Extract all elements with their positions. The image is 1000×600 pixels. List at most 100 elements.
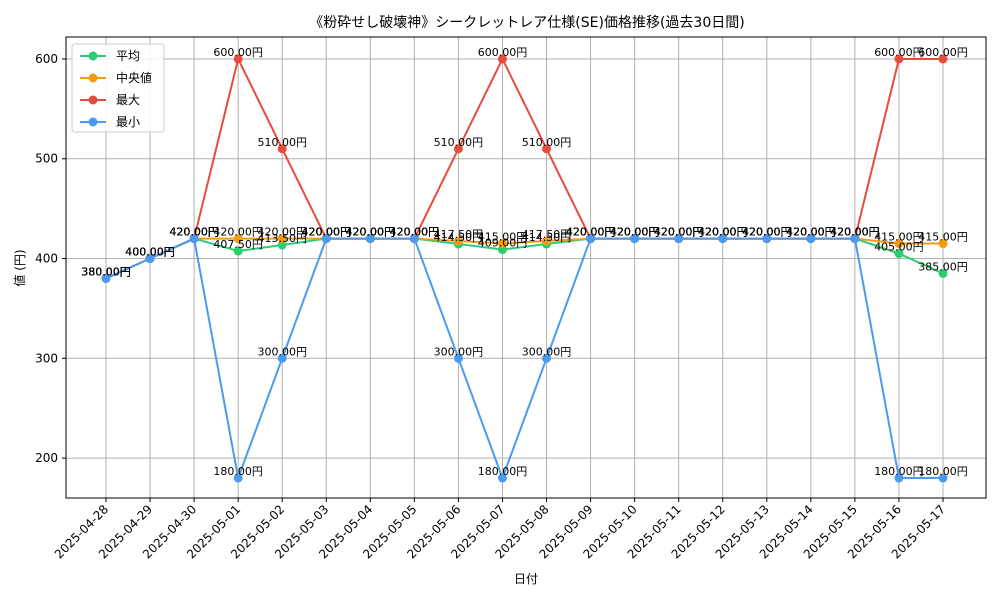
data-label: 420.00円 (390, 226, 440, 239)
data-label: 420.00円 (169, 226, 219, 239)
data-label: 300.00円 (434, 345, 484, 358)
data-label: 420.00円 (346, 226, 396, 239)
legend-marker (88, 117, 98, 127)
data-label: 420.00円 (698, 226, 748, 239)
data-label: 420.00円 (390, 226, 440, 239)
data-point-3 (762, 234, 772, 244)
data-label: 414.50円 (522, 231, 572, 244)
data-label: 180.00円 (874, 465, 924, 478)
data-point-0 (938, 268, 948, 278)
data-label: 420.00円 (830, 226, 880, 239)
data-label: 420.00円 (213, 226, 263, 239)
data-label: 415.00円 (874, 231, 924, 244)
data-label: 420.00円 (346, 226, 396, 239)
data-label: 420.00円 (566, 226, 616, 239)
data-point-1 (453, 236, 463, 246)
data-label: 380.00円 (81, 265, 131, 278)
data-label: 510.00円 (434, 136, 484, 149)
data-label: 600.00円 (478, 46, 528, 59)
data-label: 510.00円 (522, 136, 572, 149)
y-tick-label: 600 (35, 52, 58, 66)
data-point-1 (894, 239, 904, 249)
y-axis-label: 値 (円) (12, 249, 27, 286)
data-label: 417.50円 (522, 228, 572, 241)
data-label: 417.50円 (434, 228, 484, 241)
data-label: 420.00円 (830, 226, 880, 239)
data-label: 420.00円 (390, 226, 440, 239)
data-point-3 (365, 234, 375, 244)
x-axis-label: 日付 (514, 572, 538, 586)
data-label: 380.00円 (81, 265, 131, 278)
y-tick-label: 400 (35, 252, 58, 266)
data-point-0 (233, 246, 243, 256)
data-label: 180.00円 (918, 465, 968, 478)
data-label: 407.50円 (213, 238, 263, 251)
data-point-3 (409, 234, 419, 244)
y-tick-label: 500 (35, 152, 58, 166)
data-label: 415.00円 (478, 231, 528, 244)
data-label: 420.00円 (610, 226, 660, 239)
data-label: 420.00円 (566, 226, 616, 239)
data-point-3 (806, 234, 816, 244)
data-point-2 (497, 54, 507, 64)
data-point-2 (938, 54, 948, 64)
data-point-3 (321, 234, 331, 244)
data-point-1 (542, 236, 552, 246)
legend-label: 最小 (116, 115, 140, 129)
y-tick-label: 300 (35, 351, 58, 365)
data-label: 420.00円 (346, 226, 396, 239)
data-label: 420.00円 (169, 226, 219, 239)
data-label: 385.00円 (918, 260, 968, 273)
chart-title: 《粉砕せし破壊神》シークレットレア仕様(SE)価格推移(過去30日間) (309, 15, 744, 31)
data-label: 420.00円 (654, 226, 704, 239)
data-point-3 (277, 353, 287, 363)
data-label: 420.00円 (610, 226, 660, 239)
data-label: 400.00円 (125, 246, 175, 259)
data-label: 420.00円 (610, 226, 660, 239)
series (101, 54, 948, 483)
y-tick-label: 200 (35, 451, 58, 465)
data-point-3 (674, 234, 684, 244)
data-label: 300.00円 (522, 345, 572, 358)
legend-marker (88, 95, 98, 105)
data-label: 420.00円 (654, 226, 704, 239)
data-point-2 (894, 54, 904, 64)
data-point-3 (938, 473, 948, 483)
data-point-3 (101, 273, 111, 283)
legend-label: 中央値 (116, 70, 152, 85)
data-label: 420.00円 (566, 226, 616, 239)
data-label: 400.00円 (125, 246, 175, 259)
data-point-3 (850, 234, 860, 244)
data-label: 420.00円 (742, 226, 792, 239)
data-point-3 (542, 353, 552, 363)
data-point-1 (938, 239, 948, 249)
data-label: 420.00円 (742, 226, 792, 239)
data-label: 420.00円 (302, 226, 352, 239)
data-label: 414.50円 (434, 231, 484, 244)
data-label: 400.00円 (125, 246, 175, 259)
data-point-1 (233, 234, 243, 244)
data-label: 380.00円 (81, 265, 131, 278)
data-point-0 (894, 249, 904, 259)
data-point-3 (630, 234, 640, 244)
data-label: 180.00円 (478, 465, 528, 478)
data-label: 420.00円 (654, 226, 704, 239)
data-point-3 (718, 234, 728, 244)
plot-frame (65, 36, 987, 499)
data-point-2 (453, 144, 463, 154)
data-point-3 (894, 473, 904, 483)
data-label: 420.00円 (742, 226, 792, 239)
data-point-1 (277, 234, 287, 244)
data-label: 420.00円 (830, 226, 880, 239)
data-label: 420.00円 (786, 226, 836, 239)
data-point-3 (586, 234, 596, 244)
data-point-0 (277, 240, 287, 250)
data-point-2 (542, 144, 552, 154)
data-point-3 (453, 353, 463, 363)
series-line-3 (105, 237, 943, 482)
data-label: 510.00円 (257, 136, 307, 149)
legend-box (71, 43, 165, 133)
data-label: 420.00円 (302, 226, 352, 239)
